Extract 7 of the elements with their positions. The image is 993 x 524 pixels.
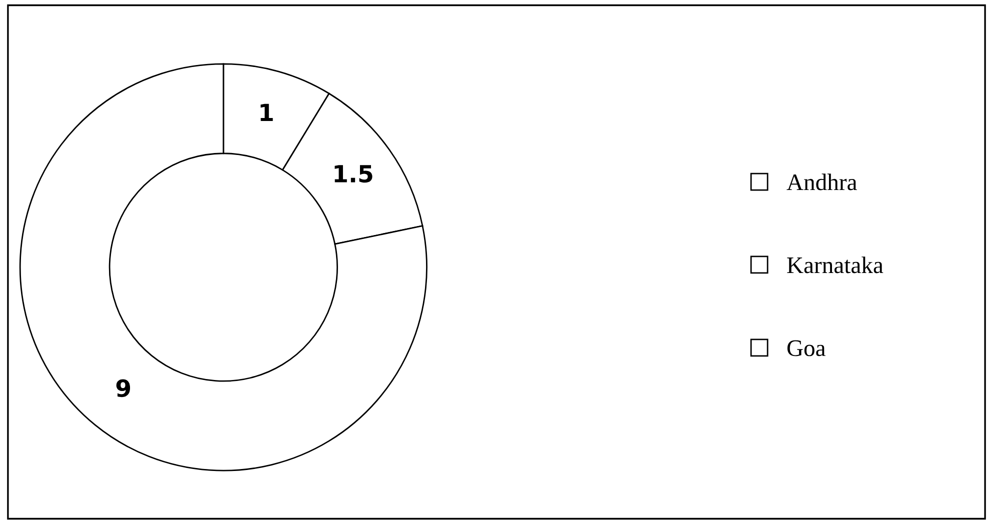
data-label: 1.5 [334, 165, 372, 183]
legend-label: Goa [787, 340, 826, 356]
data-label: 9 [116, 379, 130, 398]
legend-label: Andhra [786, 174, 857, 190]
legend-label: Karnataka [787, 256, 884, 274]
donut-slice [19, 63, 428, 472]
data-label: 1 [260, 104, 273, 122]
